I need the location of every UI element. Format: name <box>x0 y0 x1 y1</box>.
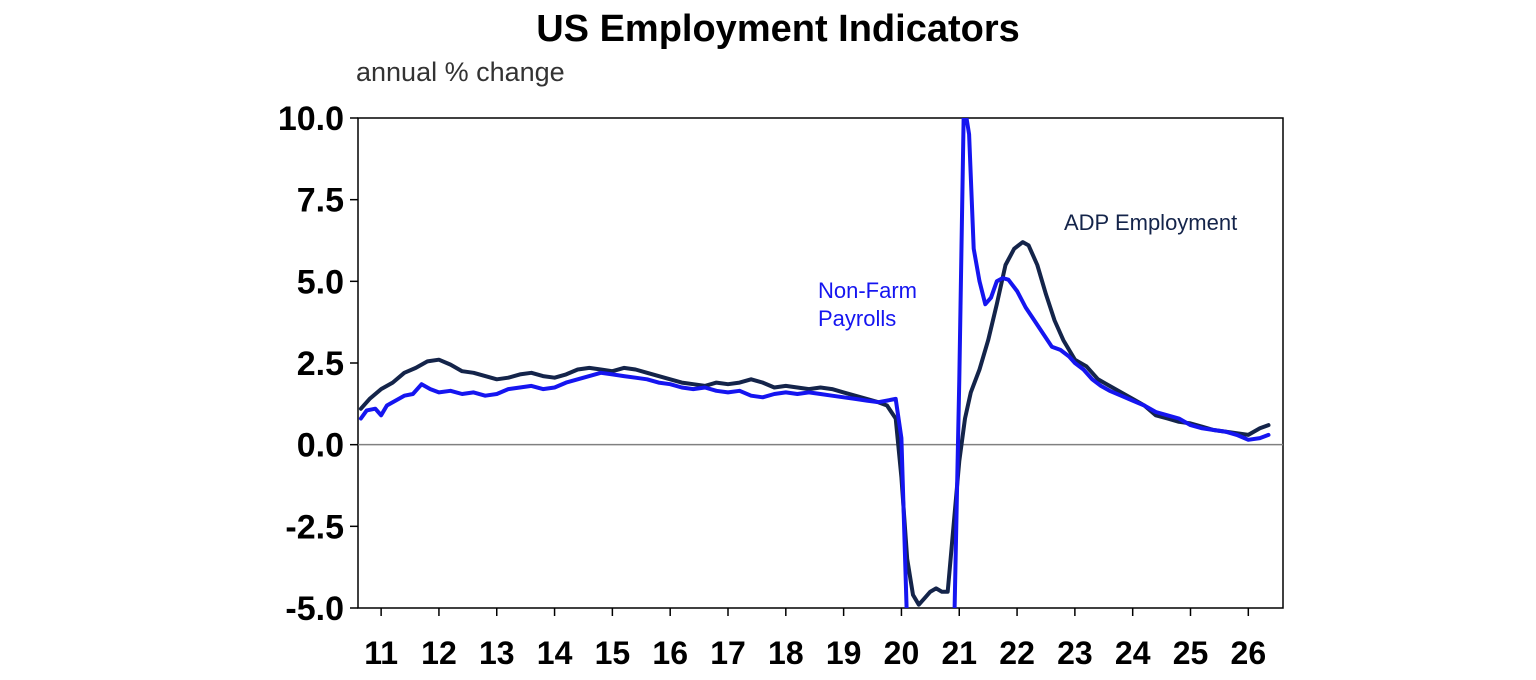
x-axis: 11 12 13 14 15 16 17 18 19 20 21 22 23 24 25 26 <box>364 608 1266 671</box>
x-tick-label: 25 <box>1173 635 1209 671</box>
x-tick-label: 12 <box>421 635 457 671</box>
x-tick-label: 13 <box>479 635 515 671</box>
units-label: annual % change <box>356 57 565 87</box>
x-tick-label: 24 <box>1115 635 1151 671</box>
x-tick-label: 20 <box>884 635 920 671</box>
chart-title: US Employment Indicators <box>536 8 1020 50</box>
x-tick-label: 15 <box>595 635 631 671</box>
x-tick-label: 21 <box>941 635 977 671</box>
y-tick-label: 5.0 <box>297 263 344 301</box>
y-tick-label: 7.5 <box>297 182 344 220</box>
y-tick-label: 10.0 <box>278 100 344 138</box>
series-line-non-farm-payrolls <box>358 118 1271 608</box>
x-tick-label: 11 <box>364 635 398 671</box>
series-line-adp-employment <box>358 240 1271 607</box>
x-tick-label: 18 <box>768 635 804 671</box>
y-axis: 10.0 7.5 5.0 2.5 0.0 -2.5 -5.0 <box>278 100 358 628</box>
x-tick-label: 16 <box>652 635 688 671</box>
series-lines <box>358 118 1271 608</box>
y-tick-label: 2.5 <box>297 345 344 383</box>
x-tick-label: 14 <box>537 635 573 671</box>
x-tick-label: 17 <box>710 635 746 671</box>
series-label-non-farm-payrolls: Non-Farm Payrolls <box>818 278 917 331</box>
y-tick-label: 0.0 <box>297 427 344 465</box>
y-tick-label: -5.0 <box>285 590 344 628</box>
y-tick-label: -2.5 <box>285 508 344 546</box>
x-tick-label: 19 <box>826 635 862 671</box>
plot-frame <box>357 117 1284 609</box>
x-tick-label: 22 <box>999 635 1035 671</box>
x-tick-label: 26 <box>1231 635 1267 671</box>
series-label-adp-employment: ADP Employment <box>1064 210 1237 235</box>
x-tick-label: 23 <box>1057 635 1093 671</box>
